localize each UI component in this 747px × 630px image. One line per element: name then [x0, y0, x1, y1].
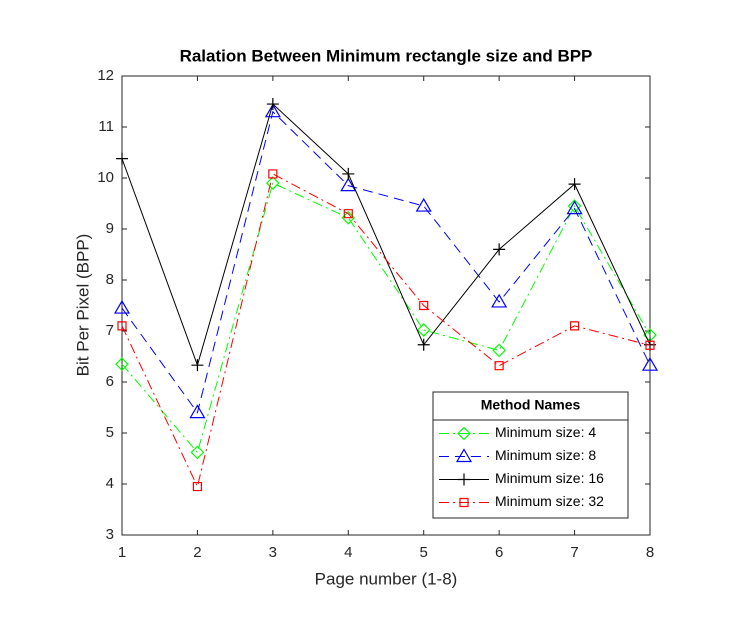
series-line [121, 182, 651, 454]
y-tick-label: 8 [106, 271, 114, 288]
marker [264, 103, 281, 118]
marker [641, 356, 659, 371]
marker [340, 177, 357, 192]
marker [268, 169, 278, 179]
x-tick-label: 6 [495, 544, 503, 561]
marker [645, 340, 655, 350]
series-line [121, 173, 651, 489]
marker [419, 300, 429, 311]
y-tick-label: 10 [97, 169, 114, 186]
legend: Method Names Minimum size: 4 Minimum size:… [432, 391, 629, 519]
y-tick-label: 7 [106, 322, 114, 339]
y-tick-label: 3 [106, 526, 114, 543]
marker [566, 200, 583, 215]
y-tick-label: 6 [106, 373, 114, 390]
x-tick-label: 7 [570, 544, 578, 561]
marker [568, 178, 581, 191]
marker [567, 199, 582, 213]
marker [569, 321, 580, 331]
marker [491, 293, 508, 308]
marker [113, 299, 131, 314]
marker [492, 343, 506, 358]
legend-label: Minimum size: 4 [495, 424, 596, 440]
legend-label: Minimum size: 32 [495, 493, 604, 509]
marker [189, 404, 206, 419]
marker [455, 448, 473, 463]
x-tick-label: 4 [344, 544, 352, 561]
x-tick-label: 5 [420, 544, 428, 561]
marker [266, 98, 279, 111]
x-axis-label: Page number (1-8) [315, 569, 458, 588]
y-tick-label: 12 [97, 67, 114, 84]
legend-title: Method Names [481, 397, 581, 413]
marker [493, 243, 506, 256]
x-tick-label: 8 [646, 544, 654, 561]
marker [190, 445, 205, 460]
legend-label: Minimum size: 8 [495, 447, 596, 463]
y-tick-label: 11 [98, 118, 114, 135]
marker [343, 209, 353, 219]
marker [192, 481, 203, 492]
y-tick-label: 5 [106, 424, 114, 441]
marker [457, 426, 471, 441]
marker [342, 167, 355, 180]
marker [116, 152, 128, 165]
chart-title: Ralation Between Minimum rectangle size … [180, 46, 593, 65]
y-tick-label: 4 [106, 475, 114, 492]
marker [415, 197, 432, 212]
x-tick-label: 1 [118, 544, 126, 561]
x-tick-label: 2 [193, 544, 201, 561]
marker [266, 176, 280, 190]
x-tick-label: 3 [269, 544, 277, 561]
marker [417, 338, 430, 351]
marker [115, 357, 129, 371]
marker [494, 361, 504, 371]
y-tick-label: 9 [106, 220, 114, 237]
marker [459, 497, 469, 508]
marker [458, 473, 470, 486]
marker [416, 323, 431, 337]
marker [117, 321, 127, 331]
y-axis-label: Bit Per Pixel (BPP) [73, 234, 92, 377]
legend-label: Minimum size: 16 [495, 470, 604, 486]
marker [191, 359, 204, 372]
series-line [121, 110, 651, 414]
legend-box [432, 391, 629, 519]
